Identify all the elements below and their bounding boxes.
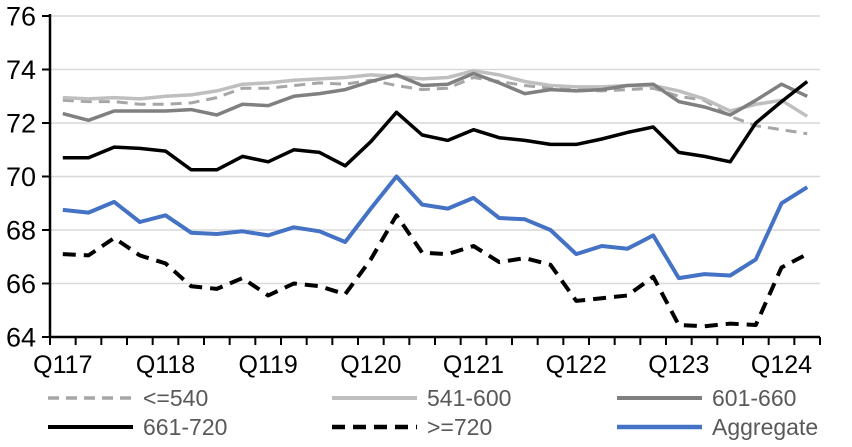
y-tick-label: 72 <box>6 109 36 139</box>
legend-label-541-600: 541-600 <box>427 385 511 411</box>
y-tick-label: 76 <box>6 2 36 32</box>
x-tick-label: Q122 <box>546 351 607 379</box>
legend-label-ge-720: >=720 <box>427 414 492 440</box>
series-line-aggregate <box>62 174 809 281</box>
legend-label-661-720: 661-720 <box>143 414 227 440</box>
legend-item-601-660: 601-660 <box>617 385 796 411</box>
y-tick-label: 68 <box>6 216 36 246</box>
legend-item-aggregate: Aggregate <box>617 414 818 440</box>
y-tick-label: 70 <box>6 162 36 192</box>
legend-item-ge-720: >=720 <box>332 414 492 440</box>
x-tick-label: Q123 <box>648 351 709 379</box>
legend-item-661-720: 661-720 <box>48 414 227 440</box>
legend-item-le-540: <=540 <box>48 385 208 411</box>
x-tick-label: Q120 <box>340 351 401 379</box>
x-tick-label: Q119 <box>239 351 298 379</box>
legend-label-601-660: 601-660 <box>712 385 796 411</box>
x-tick-label: Q121 <box>443 351 504 379</box>
x-tick-label: Q118 <box>136 351 195 379</box>
series-line-541-600 <box>62 69 809 118</box>
x-tick-label: Q117 <box>33 351 92 379</box>
legend-item-541-600: 541-600 <box>332 385 511 411</box>
legend-label-aggregate: Aggregate <box>712 414 818 440</box>
series-line-ge-720 <box>62 213 809 329</box>
legend-label-le-540: <=540 <box>143 385 208 411</box>
y-tick-label: 64 <box>6 323 36 353</box>
series-line-601-660 <box>62 71 808 123</box>
x-tick-label: Q124 <box>751 351 812 379</box>
y-tick-label: 66 <box>6 269 36 299</box>
y-tick-label: 74 <box>6 55 36 85</box>
series-line-661-720 <box>62 80 809 172</box>
